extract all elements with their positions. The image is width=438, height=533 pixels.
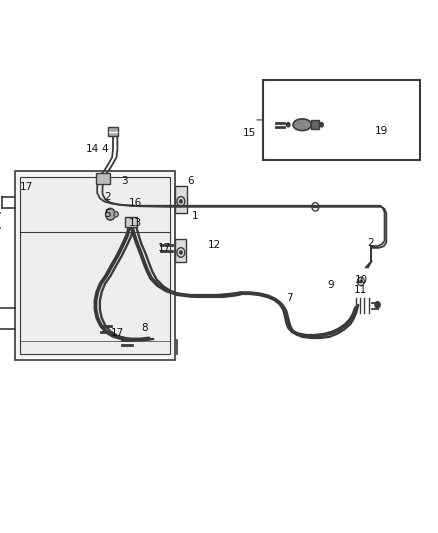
Circle shape <box>180 200 182 203</box>
Text: 17: 17 <box>20 182 33 191</box>
Text: 11: 11 <box>353 286 367 295</box>
Text: 17: 17 <box>111 328 124 338</box>
Circle shape <box>360 280 362 282</box>
Circle shape <box>320 123 323 127</box>
Circle shape <box>180 251 182 254</box>
Bar <box>125 217 137 227</box>
Text: 16: 16 <box>129 198 142 207</box>
Text: 4: 4 <box>102 144 109 154</box>
Bar <box>175 186 187 213</box>
Text: 2: 2 <box>104 192 111 202</box>
Text: 7: 7 <box>286 294 293 303</box>
Bar <box>263 80 420 160</box>
Circle shape <box>286 123 290 127</box>
Text: 8: 8 <box>141 323 148 333</box>
Text: 14: 14 <box>85 144 99 154</box>
Circle shape <box>114 212 118 217</box>
Text: 6: 6 <box>187 176 194 186</box>
Text: 13: 13 <box>129 218 142 228</box>
Bar <box>15 171 175 360</box>
Bar <box>108 127 118 136</box>
Text: 1: 1 <box>191 211 198 221</box>
Text: 19: 19 <box>374 126 388 135</box>
Bar <box>20 177 170 354</box>
Text: 2: 2 <box>367 238 374 247</box>
Text: 3: 3 <box>121 176 128 186</box>
Text: 12: 12 <box>208 240 221 250</box>
Bar <box>96 173 110 184</box>
Circle shape <box>375 302 380 308</box>
Ellipse shape <box>293 119 311 131</box>
Bar <box>175 239 186 262</box>
Text: 10: 10 <box>355 275 368 285</box>
Text: 17: 17 <box>158 243 171 253</box>
Circle shape <box>106 208 115 220</box>
Text: 5: 5 <box>104 209 111 219</box>
Bar <box>311 120 319 129</box>
Text: 15: 15 <box>243 128 256 138</box>
Text: 9: 9 <box>327 280 334 290</box>
Circle shape <box>357 277 364 286</box>
